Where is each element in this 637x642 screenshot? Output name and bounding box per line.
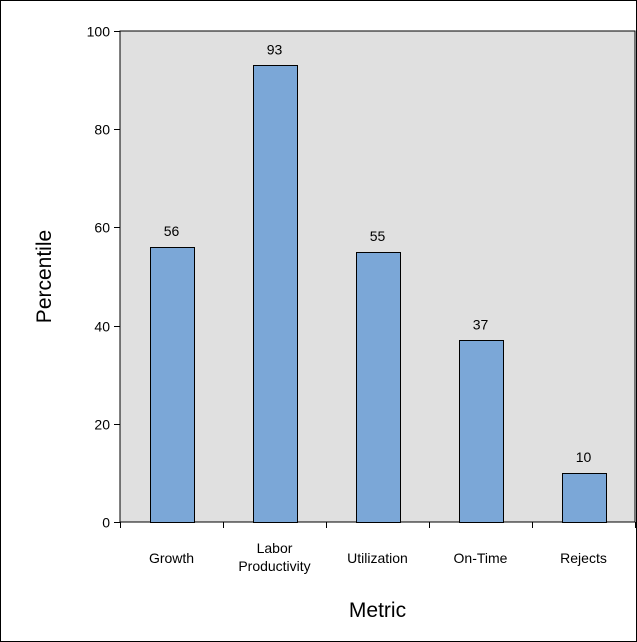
bar	[356, 252, 401, 523]
category-label: Growth	[149, 550, 194, 566]
bars	[150, 65, 607, 523]
category-label: Utilization	[347, 550, 408, 566]
x-axis	[120, 522, 636, 528]
data-label: 37	[473, 316, 489, 332]
y-tick-label: 60	[94, 220, 110, 236]
y-axis-title: Percentile	[33, 230, 56, 323]
y-tick-label: 0	[102, 515, 110, 531]
bar	[150, 247, 195, 523]
y-tick-label: 40	[94, 319, 110, 335]
x-axis-title: Metric	[349, 599, 406, 622]
data-label: 93	[267, 41, 283, 57]
category-label: Rejects	[560, 550, 607, 566]
bar	[253, 65, 298, 523]
category-label: Labor Productivity	[238, 540, 310, 574]
y-tick-label: 20	[94, 417, 110, 433]
y-tick-label: 100	[87, 24, 111, 40]
bar	[459, 340, 504, 523]
data-label: 55	[370, 228, 386, 244]
y-tick-label: 80	[94, 122, 110, 138]
data-label: 56	[164, 223, 180, 239]
bar	[562, 473, 607, 523]
category-label: On-Time	[454, 550, 508, 566]
data-label: 10	[576, 449, 592, 465]
category-labels: Growth Labor Productivity Utilization On-Tim…	[149, 540, 607, 574]
data-labels: 56 93 55 37 10	[164, 41, 592, 465]
y-axis: 0 20 40 60 80 100	[87, 24, 120, 531]
